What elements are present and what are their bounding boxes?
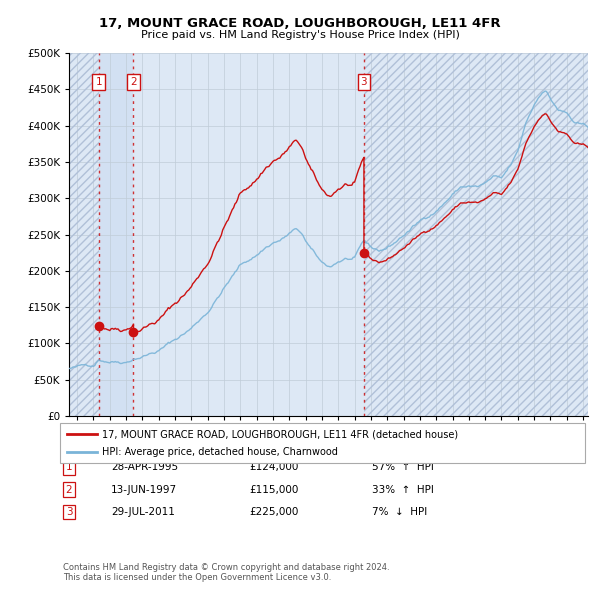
Text: 17, MOUNT GRACE ROAD, LOUGHBOROUGH, LE11 4FR (detached house): 17, MOUNT GRACE ROAD, LOUGHBOROUGH, LE11… bbox=[102, 430, 458, 440]
Text: 17, MOUNT GRACE ROAD, LOUGHBOROUGH, LE11 4FR: 17, MOUNT GRACE ROAD, LOUGHBOROUGH, LE11… bbox=[99, 17, 501, 30]
Text: 7%  ↓  HPI: 7% ↓ HPI bbox=[372, 507, 427, 517]
Text: 57%  ↑  HPI: 57% ↑ HPI bbox=[372, 463, 434, 472]
Text: HPI: Average price, detached house, Charnwood: HPI: Average price, detached house, Char… bbox=[102, 447, 338, 457]
Text: 2: 2 bbox=[130, 77, 137, 87]
Text: 3: 3 bbox=[65, 507, 73, 517]
Text: £115,000: £115,000 bbox=[249, 485, 298, 494]
Text: 2: 2 bbox=[65, 485, 73, 494]
Text: Contains HM Land Registry data © Crown copyright and database right 2024.
This d: Contains HM Land Registry data © Crown c… bbox=[63, 563, 389, 582]
Text: 13-JUN-1997: 13-JUN-1997 bbox=[111, 485, 177, 494]
Text: Price paid vs. HM Land Registry's House Price Index (HPI): Price paid vs. HM Land Registry's House … bbox=[140, 31, 460, 40]
Bar bbox=[99, 53, 133, 416]
Text: £124,000: £124,000 bbox=[249, 463, 298, 472]
Text: £225,000: £225,000 bbox=[249, 507, 298, 517]
Text: 29-JUL-2011: 29-JUL-2011 bbox=[111, 507, 175, 517]
Text: 1: 1 bbox=[95, 77, 102, 87]
Text: 3: 3 bbox=[361, 77, 367, 87]
Text: 1: 1 bbox=[65, 463, 73, 472]
Text: 28-APR-1995: 28-APR-1995 bbox=[111, 463, 178, 472]
Text: 33%  ↑  HPI: 33% ↑ HPI bbox=[372, 485, 434, 494]
